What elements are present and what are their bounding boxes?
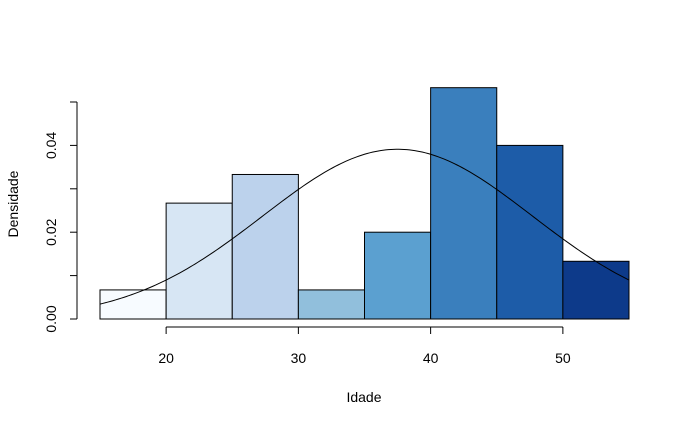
histogram-bar	[430, 87, 498, 320]
histogram-bar	[364, 231, 432, 320]
histogram-bar	[99, 289, 167, 320]
y-tick-label: 0.02	[43, 218, 59, 245]
y-axis-label: Densidade	[5, 170, 21, 237]
y-tick-label: 0.00	[43, 305, 59, 332]
histogram-bar	[496, 144, 564, 320]
y-tick-label: 0.04	[43, 132, 59, 159]
histogram-bar	[297, 289, 365, 320]
histogram-bar	[562, 260, 630, 320]
x-tick-label: 30	[291, 350, 307, 366]
x-tick-label: 20	[158, 350, 174, 366]
y-axis: 0.00 0.02 0.04	[43, 101, 78, 333]
histogram-bars	[99, 87, 630, 320]
histogram-bar	[231, 173, 299, 320]
x-axis-label: Idade	[346, 389, 381, 405]
x-tick-label: 40	[423, 350, 439, 366]
x-tick-label: 50	[555, 350, 571, 366]
density-curve	[99, 148, 630, 305]
x-axis: 20 30 40 50	[158, 326, 571, 366]
